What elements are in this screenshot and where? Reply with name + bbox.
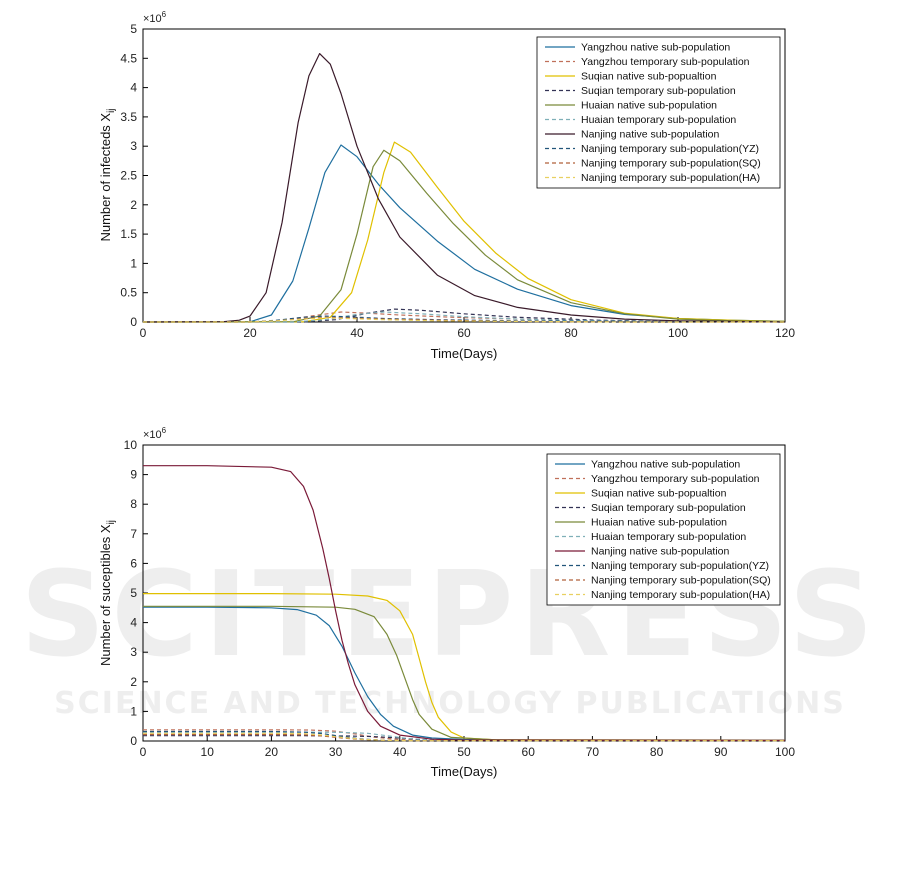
legend-entry: Yangzhou native sub-population <box>591 459 740 471</box>
legend-entry: Nanjing native sub-population <box>581 129 720 141</box>
y-tick-label: 3 <box>130 139 137 153</box>
series-line-6 <box>143 465 786 742</box>
x-tick-label: 100 <box>668 326 688 340</box>
y-tick-label: 9 <box>130 468 137 482</box>
watermark-small-text: SCIENCE AND TECHNOLOGY PUBLICATIONS <box>54 686 846 721</box>
series-lines <box>142 52 786 323</box>
legend-entry: Suqian temporary sub-population <box>581 85 736 97</box>
x-tick-label: 40 <box>350 326 364 340</box>
legend-entry: Huaian temporary sub-population <box>581 114 736 126</box>
y-axis-label-main: Number of infecteds X <box>98 113 113 242</box>
y-multiplier-exp: 6 <box>162 426 167 435</box>
y-tick-label: 3.5 <box>120 110 137 124</box>
x-tick-label: 30 <box>329 745 343 759</box>
legend-entry: Huaian native sub-population <box>591 517 727 529</box>
y-multiplier-exp: 6 <box>162 10 167 19</box>
y-tick-label: 4.5 <box>120 51 137 65</box>
y-tick-label: 2.5 <box>120 169 137 183</box>
axis-ticks: 0 20 40 60 80 100 120 0 0.5 1 1.5 2 2.5 3 3.5 4 4.5 5 <box>120 22 795 340</box>
series-line-4 <box>143 605 786 741</box>
x-tick-label: 70 <box>586 745 600 759</box>
x-axis-label: Time(Days) <box>431 346 498 361</box>
y-axis-label: Number of suceptibles Xij <box>98 520 117 666</box>
y-axis-label: Number of infecteds Xij <box>98 108 117 241</box>
x-axis-label: Time(Days) <box>431 764 498 779</box>
legend-box <box>536 36 781 189</box>
y-tick-label: 0.5 <box>120 286 137 300</box>
y-tick-label: 1 <box>130 256 137 270</box>
x-tick-label: 90 <box>714 745 728 759</box>
y-axis-label-sub: ij <box>106 520 117 524</box>
x-tick-label: 20 <box>265 745 279 759</box>
x-tick-label: 60 <box>522 745 536 759</box>
legend-entry: Suqian native sub-popualtion <box>591 488 727 500</box>
series-line-6 <box>142 52 786 323</box>
series-line-0 <box>143 606 785 741</box>
legend-box <box>546 453 781 606</box>
y-multiplier-base: ×10 <box>143 13 162 25</box>
y-tick-label: 6 <box>130 556 137 570</box>
series-line-9 <box>143 732 785 742</box>
x-tick-label: 20 <box>243 326 257 340</box>
x-tick-label: 50 <box>457 745 471 759</box>
series-line-4 <box>142 149 786 323</box>
y-tick-label: 3 <box>130 645 137 659</box>
legend-entry: Suqian temporary sub-population <box>591 502 746 514</box>
y-multiplier: ×106 <box>143 10 167 25</box>
series-lines <box>143 465 786 742</box>
legend-entry: Nanjing temporary sub-population(YZ) <box>591 560 769 572</box>
y-tick-label: 2 <box>130 675 137 689</box>
x-tick-label: 60 <box>457 326 471 340</box>
series-line-9 <box>143 317 785 323</box>
legend-entry: Huaian native sub-population <box>581 100 717 112</box>
series-line-1 <box>143 729 786 742</box>
x-tick-label: 80 <box>650 745 664 759</box>
x-tick-label: 0 <box>140 326 147 340</box>
y-multiplier: ×106 <box>143 426 167 441</box>
y-tick-label: 10 <box>124 438 138 452</box>
legend-entry: Yangzhou temporary sub-population <box>591 473 760 485</box>
y-tick-label: 5 <box>130 22 137 36</box>
series-line-5 <box>143 311 786 323</box>
legend: Yangzhou native sub-population Yangzhou t… <box>536 36 781 189</box>
legend-entry: Nanjing temporary sub-population(HA) <box>581 172 760 184</box>
legend-entry: Nanjing temporary sub-population(SQ) <box>581 158 761 170</box>
x-tick-label: 120 <box>775 326 795 340</box>
x-tick-label: 100 <box>775 745 795 759</box>
x-tick-label: 80 <box>564 326 578 340</box>
series-line-2 <box>143 592 786 741</box>
y-axis-label-main: Number of suceptibles X <box>98 524 113 666</box>
x-tick-label: 0 <box>140 745 147 759</box>
series-line-7 <box>143 315 786 323</box>
legend-entry: Nanjing temporary sub-population(YZ) <box>581 143 759 155</box>
y-tick-label: 1 <box>130 704 137 718</box>
y-tick-label: 2 <box>130 198 137 212</box>
y-tick-label: 8 <box>130 497 137 511</box>
axis-ticks: 0 10 20 30 40 50 60 70 80 90 100 0 1 2 3 4 5 6 7 8 9 10 <box>124 438 796 759</box>
y-tick-label: 1.5 <box>120 227 137 241</box>
y-tick-label: 4 <box>130 81 137 95</box>
y-tick-label: 5 <box>130 586 137 600</box>
x-tick-label: 40 <box>393 745 407 759</box>
infecteds-chart: 0 20 40 60 80 100 120 0 0.5 1 1.5 2 2.5 3 3.5 4 4.5 5 ×10… <box>98 10 795 361</box>
y-axis-label-sub: ij <box>106 108 117 112</box>
legend-entry: Huaian temporary sub-population <box>591 531 746 543</box>
y-multiplier-base: ×10 <box>143 429 162 441</box>
y-tick-label: 0 <box>130 315 137 329</box>
x-tick-label: 10 <box>201 745 215 759</box>
legend-entry: Nanjing native sub-population <box>591 546 730 558</box>
legend-entry: Suqian native sub-popualtion <box>581 71 717 83</box>
y-tick-label: 0 <box>130 734 137 748</box>
legend-entry: Nanjing temporary sub-population(HA) <box>591 589 770 601</box>
legend: Yangzhou native sub-population Yangzhou t… <box>546 453 781 606</box>
y-tick-label: 4 <box>130 616 137 630</box>
y-tick-label: 7 <box>130 527 137 541</box>
legend-entry: Yangzhou temporary sub-population <box>581 56 750 68</box>
legend-entry: Yangzhou native sub-population <box>581 42 730 54</box>
legend-entry: Nanjing temporary sub-population(SQ) <box>591 575 771 587</box>
